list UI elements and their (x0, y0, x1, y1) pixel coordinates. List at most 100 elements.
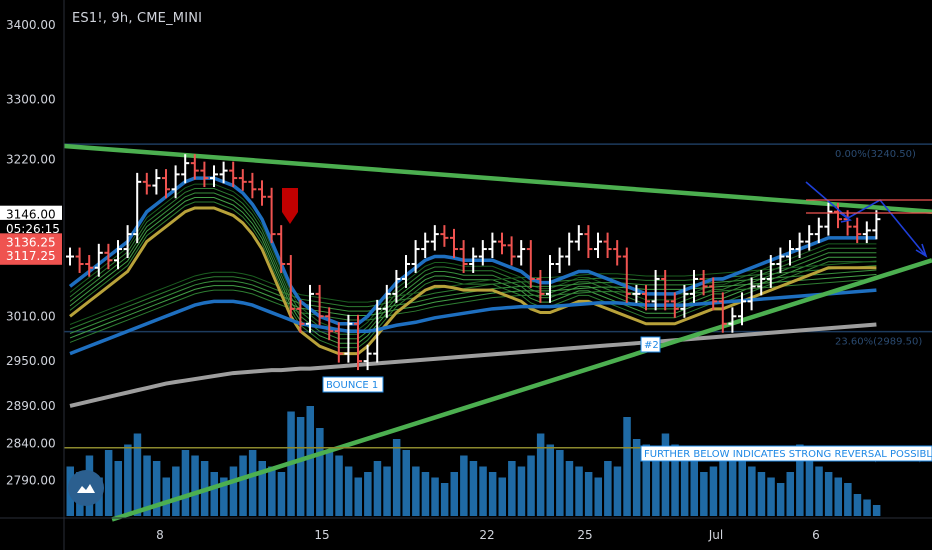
price-bar (123, 225, 132, 259)
volume-bar (719, 455, 727, 516)
fib-label: 0.00%(3240.50) (835, 149, 916, 160)
volume-bar (162, 477, 170, 516)
current-price-tag-bg (0, 205, 62, 224)
volume-bar (172, 466, 180, 516)
price-bar (824, 202, 833, 236)
bounce-label-box (322, 376, 384, 393)
price-bar (267, 187, 276, 244)
price-bar (85, 255, 94, 277)
price-bar (344, 314, 353, 363)
price-bar (699, 269, 708, 296)
cloud-icon (77, 484, 95, 493)
annotations[interactable]: BOUNCE 1 #2 FURTHER BELOW INDICATES STRONG… (322, 336, 932, 462)
price-bar (536, 269, 545, 303)
price-bar (670, 292, 679, 318)
price-bar (786, 240, 794, 266)
projection-path[interactable] (805, 181, 932, 258)
price-bar (843, 210, 852, 236)
volume-bar (316, 428, 324, 516)
price-bar (853, 217, 862, 244)
volume-bar (613, 466, 622, 516)
price-bar (872, 210, 881, 240)
arrowhead-icon (839, 212, 852, 223)
price-bars (66, 154, 881, 371)
volume-bar (738, 461, 746, 516)
volume-bar (402, 450, 410, 516)
time-tick-label: 25 (577, 528, 592, 542)
volume-bar (152, 461, 161, 516)
price-bar (354, 314, 362, 371)
price-bar (277, 225, 286, 273)
volume-bar (354, 477, 362, 516)
price-bar (459, 240, 468, 273)
time-tick-label: 8 (156, 528, 164, 542)
volume-bar (210, 472, 218, 516)
price-bar (584, 225, 593, 259)
volume-bar (517, 466, 526, 516)
price-bar (718, 292, 727, 333)
volume-bar (383, 466, 391, 516)
volume-bar (623, 417, 631, 516)
volume-bar (440, 483, 449, 516)
volume-bar (124, 444, 132, 516)
volume-bar (709, 466, 718, 516)
volume-bar (748, 466, 756, 516)
price-bar (517, 240, 526, 266)
bounce-label-text: BOUNCE 1 (326, 380, 378, 391)
volume-bar (296, 417, 305, 516)
price-bar (651, 269, 660, 311)
volume-bar (584, 472, 593, 516)
price-bar (315, 284, 324, 326)
bounce-label: BOUNCE 1 (322, 376, 384, 393)
red-price-tag-high-text: 3136.25 (6, 235, 56, 249)
time-tick-label: Jul (708, 528, 723, 542)
price-bar (258, 180, 266, 206)
volume-bar (536, 433, 545, 516)
price-bar (334, 322, 343, 363)
volume-bar (556, 450, 564, 516)
volume-bar (412, 466, 420, 516)
volume-bar (796, 444, 804, 516)
volume-bar (335, 455, 343, 516)
price-bar (306, 284, 314, 333)
price-bar (478, 240, 487, 266)
volume-bar (239, 455, 247, 516)
price-tick-label: 3010.00 (6, 309, 56, 323)
price-bar (133, 172, 142, 244)
volume-bar (776, 483, 785, 516)
time-tick-label: 22 (479, 528, 494, 542)
tradingview-logo-icon[interactable] (68, 470, 104, 506)
price-bar (814, 217, 823, 244)
price-bar (642, 284, 650, 311)
price-bar (709, 277, 718, 311)
price-bar (613, 240, 622, 266)
price-bar (622, 247, 631, 303)
second-label-text: #2 (644, 340, 659, 351)
price-bar (546, 255, 554, 303)
price-bar (181, 154, 190, 184)
price-bar (325, 307, 334, 341)
volume-bar (191, 455, 199, 516)
reversal-note-box (640, 445, 932, 462)
price-bar (594, 232, 602, 259)
volume-bar (450, 472, 458, 516)
current-price-tag: 3146.00 (0, 205, 62, 224)
price-bar (114, 240, 122, 270)
price-bar (488, 232, 497, 259)
countdown-tag-text: 05:26:15 (6, 222, 60, 236)
volume-bar (114, 461, 122, 516)
trendline-upper (63, 143, 932, 214)
price-bar (680, 284, 689, 318)
price-bar (498, 232, 506, 255)
price-tick-label: 3220.00 (6, 152, 56, 166)
ema-ribbon-line (69, 278, 877, 343)
price-bar (382, 284, 391, 318)
price-bar (440, 225, 449, 247)
volume-bar (373, 461, 382, 516)
price-tick-label: 2890.00 (6, 399, 56, 413)
price-bar (766, 255, 775, 288)
price-bar (200, 161, 209, 188)
current-price-tag-text: 3146.00 (6, 208, 56, 222)
price-bar (421, 232, 430, 259)
